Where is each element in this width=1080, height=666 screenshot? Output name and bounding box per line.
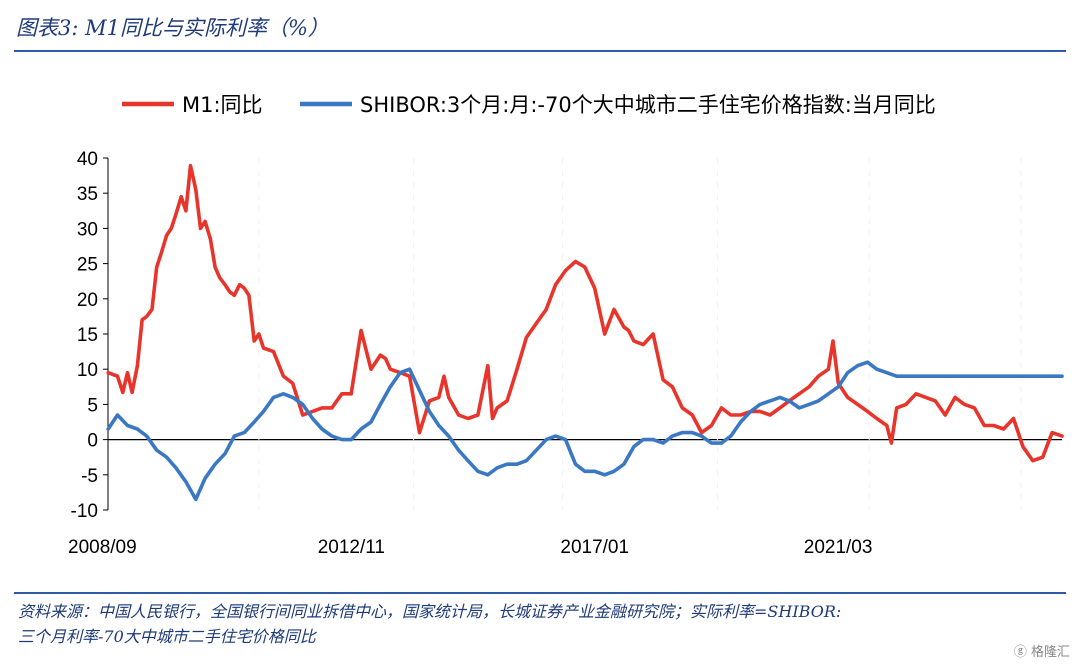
source-note-line-2: 三个月利率-70大中城市二手住宅价格同比	[18, 627, 316, 646]
series-group	[106, 163, 1064, 502]
y-tick-label: 25	[77, 255, 98, 276]
x-tick-label: 2012/11	[318, 537, 385, 558]
legend-label-1: M1:同比	[182, 93, 263, 117]
chart-canvas: M1:同比 SHIBOR:3个月:月:-70个大中城市二手住宅价格指数:当月同比 …	[68, 93, 1064, 558]
legend: M1:同比 SHIBOR:3个月:月:-70个大中城市二手住宅价格指数:当月同比	[122, 93, 936, 117]
footer-divider	[14, 592, 1066, 594]
y-tick-label: -5	[81, 466, 98, 487]
y-tick-label: 20	[77, 290, 98, 311]
watermark: ⓖ 格隆汇	[1013, 645, 1070, 660]
x-tick-label: 2008/09	[68, 537, 137, 558]
legend-label-2: SHIBOR:3个月:月:-70个大中城市二手住宅价格指数:当月同比	[360, 93, 936, 117]
y-tick-label: 30	[77, 219, 98, 240]
page-title: 图表3: M1同比与实际利率（%）	[16, 16, 329, 40]
y-tick-label: 15	[77, 325, 98, 346]
y-tick-label: 35	[77, 184, 98, 205]
y-tick-label: 10	[77, 360, 98, 381]
y-tick-label: 5	[87, 395, 98, 416]
axes: 40 35 30 25 20 15 10 5 0 -5 -10 2008/09 2012/11 2017/…	[68, 149, 1062, 558]
series-line-1	[106, 163, 1064, 463]
x-tick-label: 2017/01	[560, 537, 629, 558]
source-note-line-1: 资料来源：中国人民银行，全国银行间同业拆借中心，国家统计局，长城证券产业金融研究…	[18, 602, 842, 621]
y-tick-label: -10	[71, 501, 98, 522]
y-tick-label: 0	[87, 431, 98, 452]
title-divider	[14, 50, 1066, 52]
x-tick-label: 2021/03	[804, 537, 873, 558]
y-tick-label: 40	[77, 149, 98, 170]
series-line-2	[106, 360, 1064, 502]
